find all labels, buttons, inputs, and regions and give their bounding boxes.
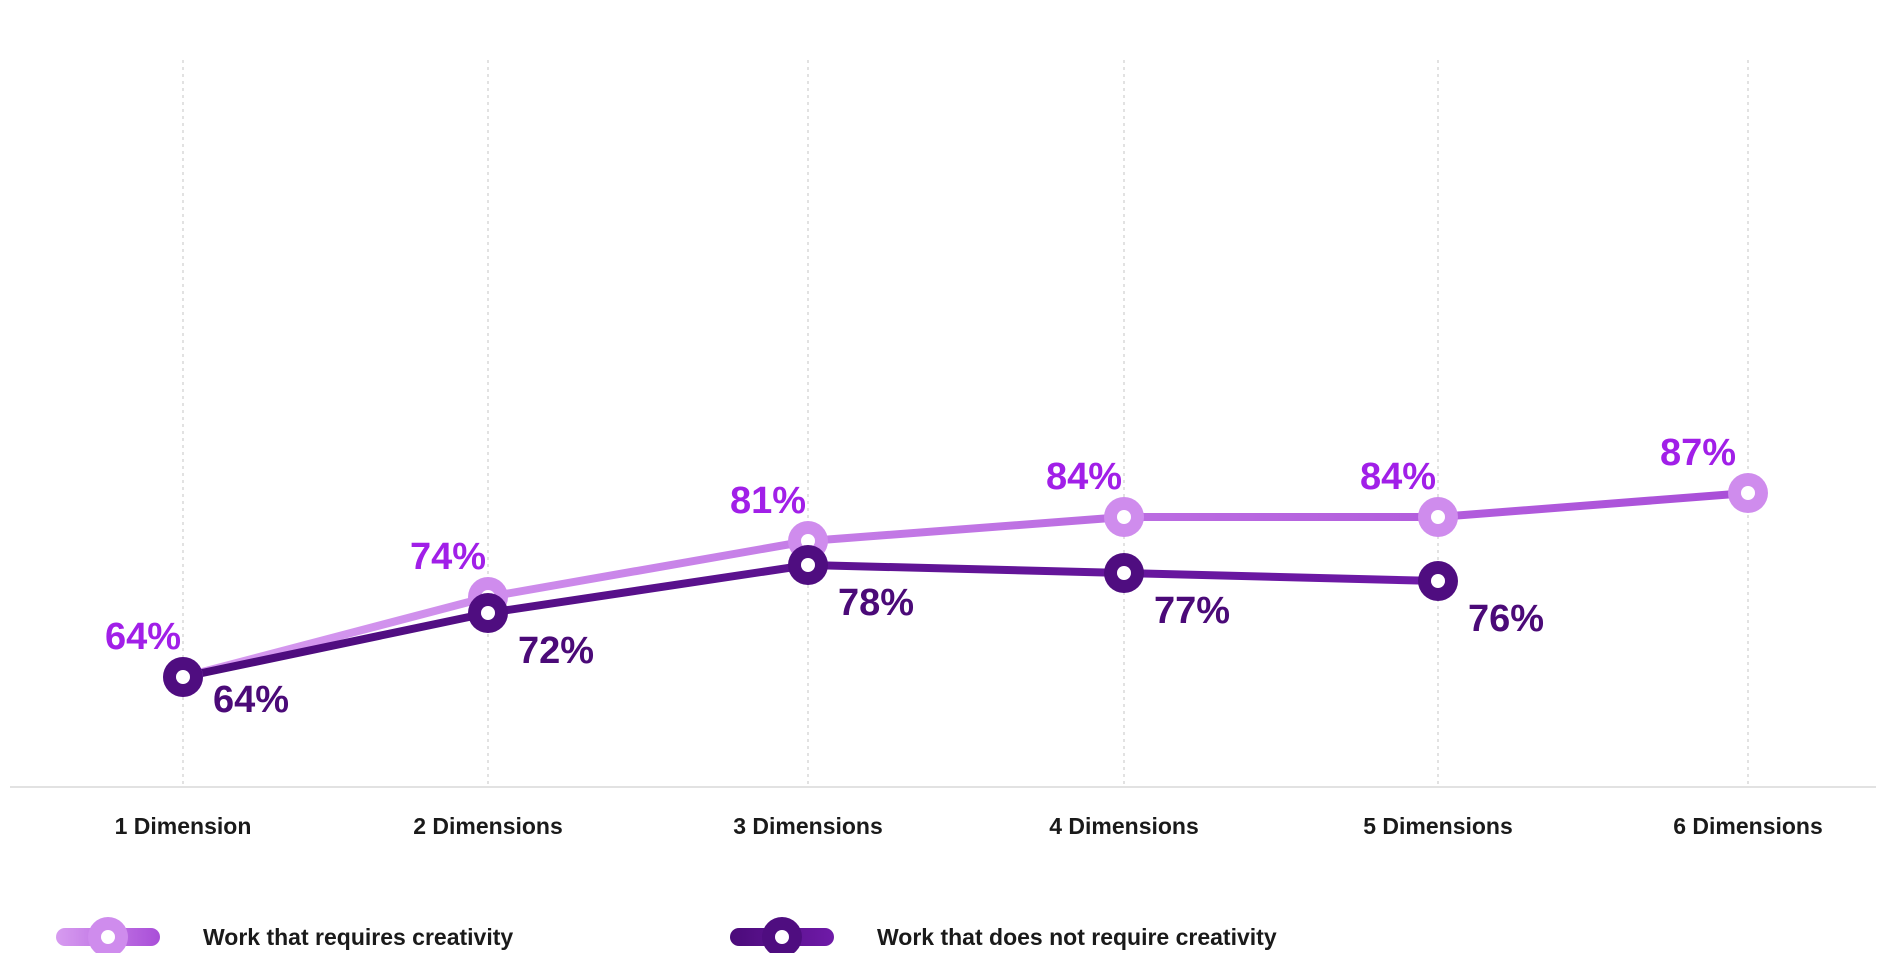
data-point-marker-center [1741, 486, 1755, 500]
x-tick-label: 2 Dimensions [413, 813, 563, 839]
legend-swatch-marker-center [101, 930, 115, 944]
legend-label: Work that does not require creativity [877, 924, 1277, 950]
data-value-label: 81% [730, 480, 806, 522]
data-value-label: 74% [410, 536, 486, 578]
data-point-marker-center [801, 558, 815, 572]
data-value-label: 64% [213, 679, 289, 721]
data-value-label: 87% [1660, 432, 1736, 474]
data-point-marker-center [1117, 510, 1131, 524]
x-tick-label: 1 Dimension [115, 813, 252, 839]
data-point-marker-center [1431, 574, 1445, 588]
data-value-label: 77% [1154, 590, 1230, 632]
data-value-label: 76% [1468, 598, 1544, 640]
x-tick-label: 6 Dimensions [1673, 813, 1823, 839]
x-tick-label: 4 Dimensions [1049, 813, 1199, 839]
legend-swatch-marker-center [775, 930, 789, 944]
data-point-marker-center [1117, 566, 1131, 580]
data-point-marker-center [176, 670, 190, 684]
data-value-label: 64% [105, 616, 181, 658]
vertical-gridlines [182, 60, 1749, 787]
legend-label: Work that requires creativity [203, 924, 513, 950]
data-value-label: 72% [518, 630, 594, 672]
data-point-marker-center [481, 606, 495, 620]
series-lines [179, 489, 1752, 681]
series-line [179, 489, 1752, 681]
data-value-label: 84% [1046, 456, 1122, 498]
data-value-label: 84% [1360, 456, 1436, 498]
x-tick-label: 3 Dimensions [733, 813, 883, 839]
x-tick-label: 5 Dimensions [1363, 813, 1513, 839]
legend: Work that requires creativity Work that d… [56, 917, 1277, 953]
data-value-label: 78% [838, 582, 914, 624]
data-point-marker-center [801, 534, 815, 548]
data-point-markers [163, 473, 1768, 697]
data-point-marker-center [1431, 510, 1445, 524]
data-value-labels: 64% 74% 81% 84% 84% 87% 64% 72% 78% 77% 76% [105, 432, 1736, 721]
x-axis-tick-labels: 1 Dimension 2 Dimensions 3 Dimensions 4 Dim… [115, 813, 1823, 839]
